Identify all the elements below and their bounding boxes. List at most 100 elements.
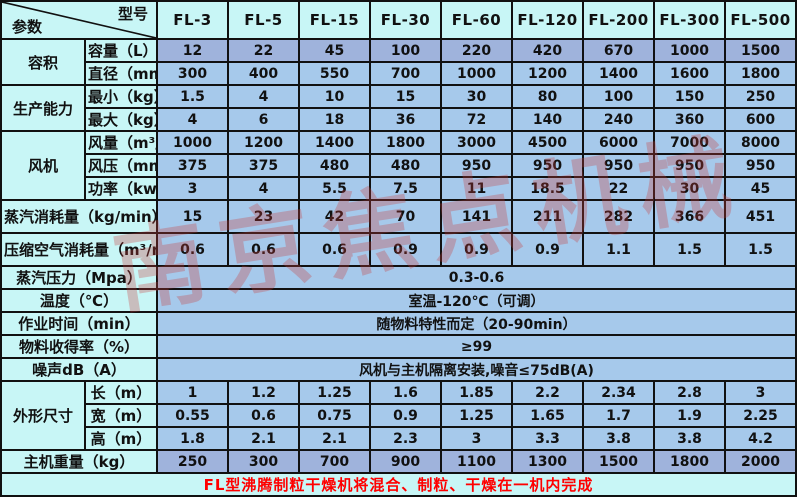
row-label: 最小（kg） <box>84 84 158 109</box>
footer-note: FL型沸腾制粒干燥机将混合、制粒、干燥在一机内完成 <box>0 472 797 497</box>
spec-value-cell: 1.8 <box>156 426 229 451</box>
spec-value-cell: 15 <box>369 84 442 109</box>
table-row: 风机风量（m³/h）100012001400180030004500600070… <box>0 130 797 201</box>
spec-value-cell: 1.85 <box>440 380 513 405</box>
spec-value-cell: 360 <box>653 107 726 132</box>
spec-value-cell: 1800 <box>724 61 797 86</box>
spec-value-cell: 282 <box>582 199 655 234</box>
spec-value-cell: 375 <box>227 153 300 178</box>
spec-value-cell: 2000 <box>724 449 797 474</box>
table-row: 高（m） 1.8 2.1 2.1 2.3 3 3.3 3.8 3.8 4.2 <box>1 426 797 451</box>
spec-value-cell: 4 <box>227 84 300 109</box>
spec-value-cell: 480 <box>369 153 442 178</box>
corner-model-label: 型号 <box>117 5 148 23</box>
spec-value-cell: 950 <box>724 153 797 178</box>
spec-value-cell: 10 <box>298 84 371 109</box>
row-label: 压缩空气消耗量（m³/min） <box>0 232 158 267</box>
spec-value-cell: 550 <box>298 61 371 86</box>
spec-value-cell: 0.55 <box>156 403 229 428</box>
row-label: 作业时间（min） <box>0 311 158 336</box>
spec-value-cell: 600 <box>724 107 797 132</box>
spec-value-cell: 22 <box>227 38 300 63</box>
spec-value-cell: 1100 <box>440 449 513 474</box>
spec-value-cell: 3 <box>156 176 229 201</box>
spec-value-cell: 1.9 <box>653 403 726 428</box>
spec-value-cell: 700 <box>298 449 371 474</box>
spec-value-cell: 1800 <box>653 449 726 474</box>
spec-value-cell: 670 <box>582 38 655 63</box>
spec-value-cell: 0.6 <box>227 403 300 428</box>
spec-value-cell: 30 <box>440 84 513 109</box>
spec-value-cell: 0.9 <box>369 403 442 428</box>
spec-value-cell: 1000 <box>653 38 726 63</box>
spec-value-cell: 250 <box>724 84 797 109</box>
spec-value-cell: 23 <box>227 199 300 234</box>
spec-value-cell: 4 <box>156 107 229 132</box>
spec-value-cell: 2.2 <box>511 380 584 405</box>
spec-value-cell: 0.75 <box>298 403 371 428</box>
spec-value-cell: 8000 <box>724 130 797 155</box>
table-row: 温度（℃） 室温-120℃（可调） <box>0 288 797 313</box>
spec-value-cell: 1.6 <box>369 380 442 405</box>
table-row: 蒸汽压力（Mpa） 0.3-0.6 <box>0 265 797 290</box>
group-label: 外形尺寸 <box>0 380 86 451</box>
table-row: 蒸汽消耗量（kg/min） 15 23 42 70 141 211 282 366 451 <box>0 199 797 234</box>
spec-value-cell: 3000 <box>440 130 513 155</box>
spec-value-cell: 1400 <box>298 130 371 155</box>
table-row: 噪声dB（A） 风机与主机隔离安装,噪音≤75dB(A) <box>0 357 797 382</box>
spec-value-cell: 1500 <box>582 449 655 474</box>
model-header: FL-500 <box>724 0 797 40</box>
spec-value-cell: 250 <box>156 449 229 474</box>
table-row: 宽（m） 0.55 0.6 0.75 0.9 1.25 1.65 1.7 1.9 2.25 <box>1 403 797 428</box>
spec-value-cell: 7.5 <box>369 176 442 201</box>
group-label: 容积 <box>0 38 86 86</box>
spec-value-cell: 2.1 <box>298 426 371 451</box>
spec-value-cell: 300 <box>156 61 229 86</box>
spec-value-cell: 1.5 <box>156 84 229 109</box>
spec-value-cell: 0.6 <box>227 232 300 267</box>
merged-value-cell: 室温-120℃（可调） <box>156 288 797 313</box>
spec-value-cell: 1.25 <box>440 403 513 428</box>
spec-value-cell: 0.6 <box>298 232 371 267</box>
row-label: 蒸汽压力（Mpa） <box>0 265 158 290</box>
spec-value-cell: 1.7 <box>582 403 655 428</box>
row-label: 功率（kw） <box>84 176 158 201</box>
model-header: FL-5 <box>227 0 300 40</box>
spec-value-cell: 3.3 <box>511 426 584 451</box>
spec-value-cell: 1.25 <box>298 380 371 405</box>
row-label: 长（m） <box>84 380 158 405</box>
merged-value-cell: 0.3-0.6 <box>156 265 797 290</box>
spec-value-cell: 950 <box>440 153 513 178</box>
spec-value-cell: 0.6 <box>156 232 229 267</box>
table-row: 压缩空气消耗量（m³/min）0.60.60.60.90.90.91.11.51… <box>0 232 797 267</box>
spec-value-cell: 1200 <box>227 130 300 155</box>
spec-value-cell: 700 <box>369 61 442 86</box>
row-label: 噪声dB（A） <box>0 357 158 382</box>
spec-value-cell: 70 <box>369 199 442 234</box>
spec-value-cell: 1.2 <box>227 380 300 405</box>
spec-value-cell: 300 <box>227 449 300 474</box>
spec-value-cell: 150 <box>653 84 726 109</box>
spec-value-cell: 480 <box>298 153 371 178</box>
spec-value-cell: 1.65 <box>511 403 584 428</box>
spec-value-cell: 45 <box>298 38 371 63</box>
spec-value-cell: 22 <box>582 176 655 201</box>
merged-value-cell: ≥99 <box>156 334 797 359</box>
row-label: 温度（℃） <box>0 288 158 313</box>
spec-value-cell: 4.2 <box>724 426 797 451</box>
spec-value-cell: 80 <box>511 84 584 109</box>
footer-row: FL型沸腾制粒干燥机将混合、制粒、干燥在一机内完成 <box>0 472 797 497</box>
spec-value-cell: 3.8 <box>653 426 726 451</box>
spec-value-cell: 220 <box>440 38 513 63</box>
spec-value-cell: 1 <box>156 380 229 405</box>
model-header: FL-30 <box>369 0 442 40</box>
table-row: 作业时间（min） 随物料特性而定（20-90min） <box>0 311 797 336</box>
spec-value-cell: 30 <box>653 176 726 201</box>
row-label: 蒸汽消耗量（kg/min） <box>0 199 158 234</box>
spec-value-cell: 141 <box>440 199 513 234</box>
